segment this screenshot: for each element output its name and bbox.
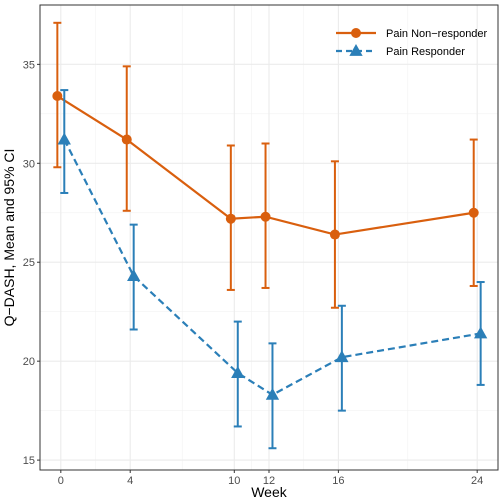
data-point	[52, 91, 63, 102]
legend: Pain Non−responder Pain Responder	[336, 28, 488, 58]
y-tick-label: 30	[23, 158, 35, 170]
data-point	[231, 366, 245, 378]
data-point	[225, 213, 236, 224]
legend-marker	[349, 44, 363, 56]
y-tick-label: 20	[23, 356, 35, 368]
series-2	[57, 89, 488, 450]
x-tick-label: 16	[332, 475, 344, 487]
data-point	[474, 326, 488, 339]
series-line	[56, 95, 474, 236]
x-tick-label: 0	[58, 475, 64, 487]
y-tick-label: 15	[23, 455, 35, 467]
data-point	[127, 269, 141, 281]
data-point	[265, 387, 280, 400]
y-tick-label: 35	[23, 59, 35, 71]
x-axis-title: Week	[251, 484, 288, 500]
y-tick-label: 25	[23, 257, 35, 269]
data-point	[335, 350, 349, 363]
legend-label: Pain Responder	[386, 46, 465, 58]
axes: 15 20 25 30 35 0 4 10 12 16 24	[23, 59, 484, 487]
legend-item-1: Pain Non−responder	[336, 28, 488, 40]
series-line	[63, 139, 481, 397]
x-tick-label: 10	[228, 475, 240, 487]
data-point	[329, 229, 340, 240]
series-layer	[52, 21, 488, 450]
data-point	[260, 211, 271, 222]
x-tick-label: 24	[471, 475, 483, 487]
series-1	[52, 21, 479, 309]
legend-item-2: Pain Responder	[336, 44, 465, 58]
y-axis-title: Q−DASH, Mean and 95% CI	[1, 149, 17, 327]
x-tick-label: 12	[263, 475, 275, 487]
data-point	[121, 134, 132, 145]
legend-label: Pain Non−responder	[386, 28, 488, 40]
x-tick-label: 4	[127, 475, 133, 487]
data-point	[57, 132, 71, 145]
legend-marker	[351, 28, 361, 38]
data-point	[468, 207, 479, 218]
gridlines	[40, 5, 498, 470]
